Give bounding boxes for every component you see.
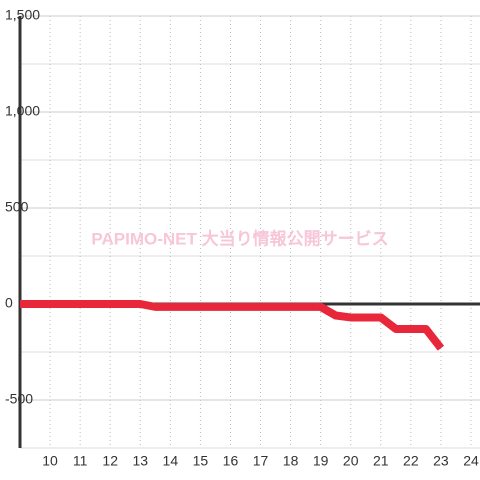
x-tick-label: 22 [403, 453, 419, 469]
x-tick-label: 23 [433, 453, 449, 469]
x-tick-label: 18 [283, 453, 299, 469]
x-tick-label: 12 [102, 453, 118, 469]
x-tick-label: 17 [253, 453, 269, 469]
y-tick-label: 0 [5, 295, 13, 311]
x-tick-label: 20 [343, 453, 359, 469]
y-tick-label: 500 [5, 199, 29, 215]
x-tick-label: 19 [313, 453, 329, 469]
x-tick-label: 11 [73, 453, 88, 469]
x-tick-label: 13 [132, 453, 148, 469]
watermark: PAPIMO-NET 大当り情報公開サービス [91, 228, 388, 248]
x-tick-label: 21 [373, 453, 389, 469]
data-line [20, 300, 445, 351]
y-tick-label: 1,000 [5, 103, 40, 119]
x-tick-label: 15 [193, 453, 209, 469]
y-tick-label: 1,500 [5, 7, 40, 23]
x-tick-label: 10 [42, 453, 58, 469]
x-tick-label: 16 [223, 453, 239, 469]
x-tick-label: 14 [163, 453, 179, 469]
x-tick-label: 24 [463, 453, 479, 469]
